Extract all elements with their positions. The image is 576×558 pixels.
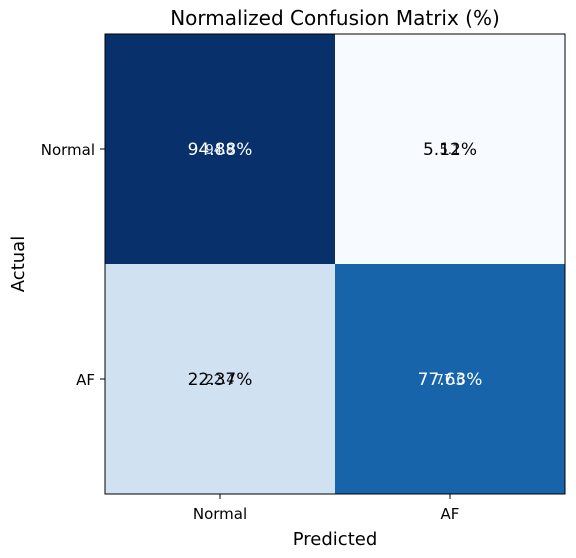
- heatmap-cell-0-1: [335, 34, 565, 264]
- cell-overlay-label-1-1: 77.6: [436, 373, 465, 388]
- y-tick-label-0: Normal: [41, 141, 95, 159]
- heatmap-cell-1-0: [105, 264, 335, 494]
- cell-value-label-1-0: 22.37%: [188, 370, 253, 390]
- x-tick-label-0: Normal: [193, 505, 247, 523]
- cell-value-label-0-0: 94.88%: [188, 140, 253, 160]
- plot-frame: [104, 33, 566, 495]
- x-tick-label-1: AF: [441, 505, 460, 523]
- heatmap-cell-0-0: [105, 34, 335, 264]
- cell-overlay-label-0-1: 5.1: [440, 143, 461, 158]
- y-axis-label: Actual: [8, 236, 29, 292]
- cell-overlay-label-1-0: 22.4: [206, 373, 235, 388]
- x-axis-label: Predicted: [293, 529, 378, 550]
- chart-title: Normalized Confusion Matrix (%): [170, 6, 500, 30]
- y-tick-label-1: AF: [76, 371, 95, 389]
- cell-value-label-0-1: 5.12%: [423, 140, 477, 160]
- heatmap-cell-1-1: [335, 264, 565, 494]
- cell-value-label-1-1: 77.63%: [418, 370, 483, 390]
- cell-overlay-label-0-0: 94.9: [206, 143, 235, 158]
